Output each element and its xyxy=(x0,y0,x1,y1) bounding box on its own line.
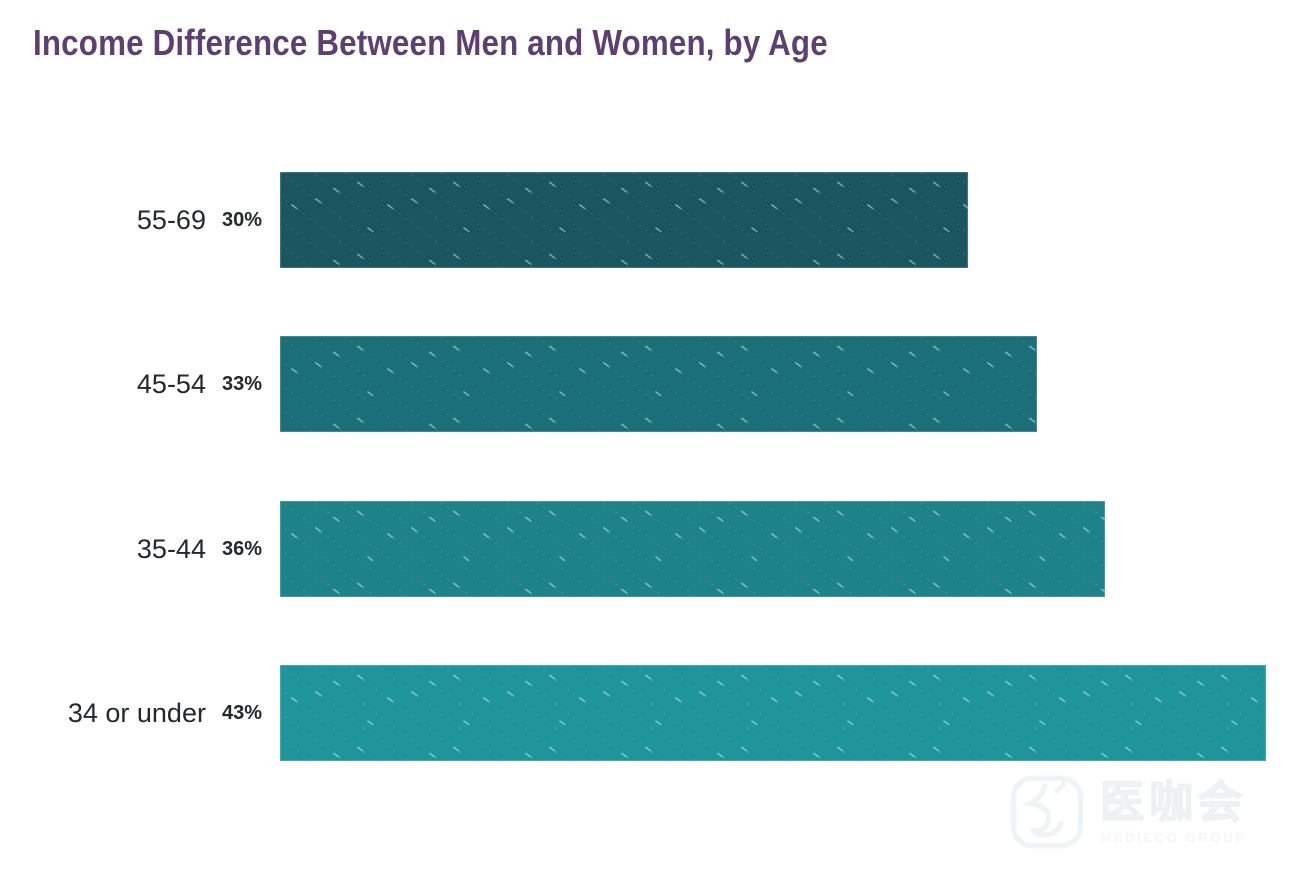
bar-label-group: 55-69 30% xyxy=(0,172,262,268)
bar-row: 55-69 30% xyxy=(0,172,1290,268)
bar-label-group: 34 or under 43% xyxy=(0,665,262,761)
bar-value-label: 36% xyxy=(221,537,262,560)
bar-track xyxy=(280,501,1266,597)
bar-label-group: 45-54 33% xyxy=(0,336,262,432)
bar-texture xyxy=(280,172,968,268)
watermark-latin-text: MEDIECO GROUP xyxy=(1100,830,1247,846)
bar-label-group: 35-44 36% xyxy=(0,501,262,597)
watermark-text: 医咖会 MEDIECO GROUP xyxy=(1099,777,1247,846)
chart-title-text: Income Difference Between Men and Women,… xyxy=(33,22,828,63)
bar xyxy=(280,665,1266,761)
bar-value-label: 43% xyxy=(221,701,262,724)
bar-value-label: 30% xyxy=(221,208,262,231)
bar-track xyxy=(280,172,1266,268)
mediecogroup-logo-icon xyxy=(1010,775,1084,849)
bar-category-label: 35-44 xyxy=(136,533,206,564)
watermark: 医咖会 MEDIECO GROUP xyxy=(1008,760,1264,864)
bar-category-label: 55-69 xyxy=(136,204,206,235)
bar-row: 45-54 33% xyxy=(0,336,1290,432)
bar xyxy=(280,336,1037,432)
watermark-cjk-text: 医咖会 xyxy=(1099,777,1247,827)
bar xyxy=(280,501,1106,597)
bar-category-label: 34 or under xyxy=(67,697,206,728)
bar-texture xyxy=(280,336,1037,432)
bar-texture xyxy=(280,665,1266,761)
bar-texture xyxy=(280,501,1106,597)
bar xyxy=(280,172,968,268)
bar-category-label: 45-54 xyxy=(136,368,206,399)
bar-track xyxy=(280,336,1266,432)
bar-value-label: 33% xyxy=(221,372,262,395)
bar-row: 35-44 36% xyxy=(0,501,1290,597)
bar-track xyxy=(280,665,1266,761)
chart-title: Income Difference Between Men and Women,… xyxy=(33,22,947,64)
bar-row: 34 or under 43% xyxy=(0,665,1290,761)
